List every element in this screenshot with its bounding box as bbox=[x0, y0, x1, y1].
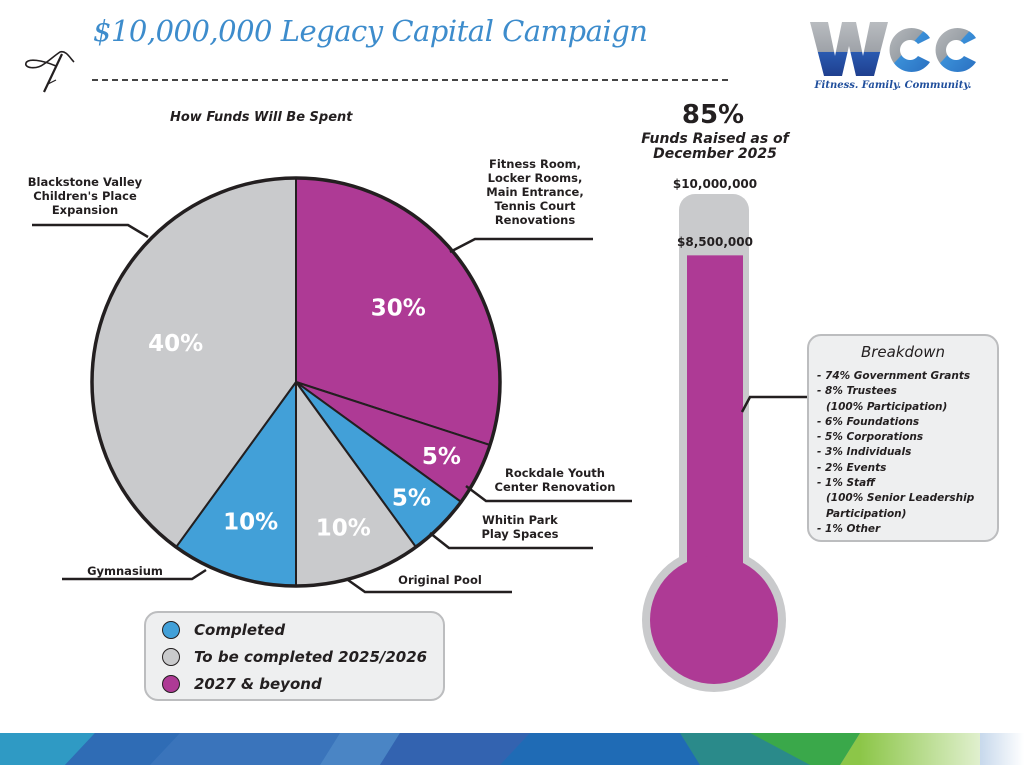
label-line: Expansion bbox=[51, 203, 119, 217]
leader-line-blackstone bbox=[32, 223, 149, 239]
breakdown-title: Breakdown bbox=[860, 343, 946, 361]
pie-slice-percent-label: 40% bbox=[148, 331, 203, 357]
slice-label-fitness: Fitness Room, Locker Rooms, Main Entranc… bbox=[480, 157, 590, 227]
label-line: Blackstone Valley bbox=[27, 175, 143, 189]
slice-label-pool: Original Pool bbox=[385, 573, 495, 587]
label-line: Locker Rooms, bbox=[487, 171, 583, 185]
label-line: Fitness Room, bbox=[489, 157, 581, 171]
wcc-logo bbox=[810, 22, 976, 76]
breakdown-item-text: - 1% Other bbox=[817, 522, 881, 535]
label-line: Main Entrance, bbox=[486, 185, 584, 199]
pie-slice-percent-label: 5% bbox=[422, 444, 461, 470]
breakdown-item: - 3% Individuals bbox=[817, 445, 974, 460]
leader-line-gymnasium bbox=[62, 568, 207, 581]
slice-label-blackstone: Blackstone Valley Children's Place Expan… bbox=[20, 175, 150, 217]
title-underline bbox=[92, 79, 728, 81]
slice-label-gymnasium: Gymnasium bbox=[70, 564, 180, 578]
label-line: Tennis Court bbox=[494, 199, 576, 213]
footer-decorative-band bbox=[0, 733, 1024, 765]
pie-chart-title: How Funds Will Be Spent bbox=[170, 110, 353, 125]
slice-label-whitin: Whitin Park Play Spaces bbox=[470, 513, 570, 541]
legend-label: To be completed 2025/2026 bbox=[194, 648, 428, 666]
breakdown-item: - 1% Other bbox=[817, 522, 974, 537]
legend-item-future: 2027 & beyond bbox=[162, 675, 322, 693]
breakdown-item-note: Participation) bbox=[826, 507, 907, 520]
label-line: Renovations bbox=[494, 213, 576, 227]
pie-slice-percent-label: 10% bbox=[316, 516, 371, 542]
breakdown-connector-line bbox=[740, 395, 807, 413]
pie-slice-percent-label: 30% bbox=[371, 296, 426, 322]
breakdown-list: - 74% Government Grants - 8% Trustees (10… bbox=[817, 369, 974, 537]
leader-line-whitin bbox=[429, 532, 593, 550]
pie-legend: Completed To be completed 2025/2026 2027… bbox=[144, 611, 445, 701]
breakdown-panel: Breakdown - 74% Government Grants - 8% T… bbox=[807, 334, 999, 542]
breakdown-item-text: - 3% Individuals bbox=[817, 446, 912, 459]
breakdown-item: - 8% Trustees (100% Participation) bbox=[817, 384, 974, 415]
breakdown-item: - 2% Events bbox=[817, 461, 974, 476]
label-line: Original Pool bbox=[398, 573, 482, 587]
thermometer-fill bbox=[650, 255, 778, 684]
leader-line-fitness bbox=[449, 237, 593, 254]
label-line: Gymnasium bbox=[87, 564, 163, 578]
percent-raised: 85% bbox=[681, 100, 745, 130]
leader-line-pool bbox=[347, 578, 512, 594]
quill-pen-icon bbox=[25, 50, 75, 93]
breakdown-item-text: - 2% Events bbox=[817, 461, 887, 474]
breakdown-item: - 1% Staff (100% Senior Leadership Partici… bbox=[817, 476, 974, 522]
legend-label: Completed bbox=[194, 621, 286, 639]
breakdown-item-text: - 1% Staff bbox=[817, 477, 875, 490]
legend-swatch-to-be-completed bbox=[162, 648, 180, 666]
campaign-title: $10,000,000 Legacy Capital Campaign bbox=[93, 14, 648, 48]
raised-amount-label: $8,500,000 bbox=[677, 235, 753, 250]
breakdown-item-text: - 74% Government Grants bbox=[817, 370, 971, 382]
legend-item-completed: Completed bbox=[162, 621, 285, 639]
legend-item-to-be-completed: To be completed 2025/2026 bbox=[162, 648, 427, 666]
label-line: Whitin Park bbox=[482, 513, 558, 527]
leader-line-rockdale bbox=[465, 485, 632, 503]
pie-slice-percent-label: 10% bbox=[223, 510, 278, 536]
pie-outline bbox=[90, 176, 502, 588]
breakdown-item-text: - 6% Foundations bbox=[817, 415, 920, 428]
breakdown-item-note: (100% Participation) bbox=[826, 400, 948, 413]
thermometer bbox=[642, 194, 807, 692]
pie-slice-percent-label: 5% bbox=[392, 485, 431, 511]
label-line: Center Renovation bbox=[494, 480, 616, 494]
goal-amount-label: $10,000,000 bbox=[672, 177, 758, 191]
breakdown-item-text: - 8% Trustees bbox=[817, 385, 897, 398]
logo-tagline: Fitness. Family. Community. bbox=[814, 80, 972, 91]
breakdown-item: - 5% Corporations bbox=[817, 430, 974, 445]
label-line: Rockdale Youth bbox=[504, 466, 605, 480]
breakdown-item-note: (100% Senior Leadership bbox=[826, 492, 975, 505]
breakdown-item-text: - 5% Corporations bbox=[817, 431, 924, 444]
label-line: Play Spaces bbox=[481, 527, 559, 541]
percent-raised-caption: Funds Raised as of December 2025 bbox=[630, 132, 800, 162]
legend-swatch-completed bbox=[162, 621, 180, 639]
caption-line: December 2025 bbox=[653, 146, 777, 162]
breakdown-item: - 6% Foundations bbox=[817, 415, 974, 430]
pie-chart: 30% 5% 5% 10% 10% 40% bbox=[32, 176, 632, 594]
legend-swatch-future bbox=[162, 675, 180, 693]
legend-label: 2027 & beyond bbox=[194, 675, 322, 693]
caption-line: Funds Raised as of bbox=[641, 131, 789, 147]
breakdown-item: - 74% Government Grants bbox=[817, 369, 974, 384]
slice-label-rockdale: Rockdale Youth Center Renovation bbox=[490, 466, 620, 494]
label-line: Children's Place bbox=[33, 189, 137, 203]
